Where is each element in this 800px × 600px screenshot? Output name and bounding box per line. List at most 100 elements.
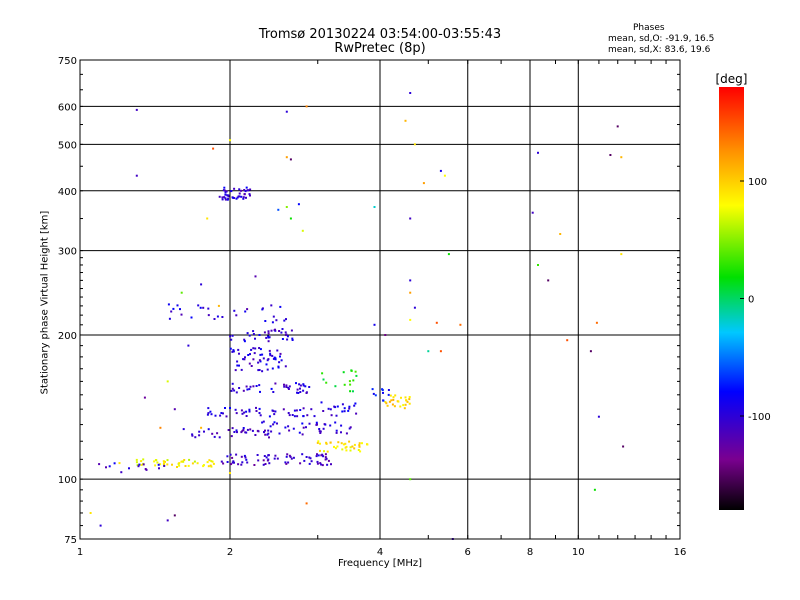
data-point xyxy=(284,426,287,429)
data-point xyxy=(271,409,274,412)
data-point xyxy=(166,380,169,383)
data-point xyxy=(183,459,186,461)
data-point xyxy=(229,453,232,456)
data-point xyxy=(211,432,214,435)
data-point xyxy=(326,450,329,453)
data-point xyxy=(245,385,248,388)
data-point xyxy=(305,426,307,429)
data-point xyxy=(404,119,407,122)
data-point xyxy=(182,428,185,431)
data-point xyxy=(335,414,338,417)
data-point xyxy=(223,196,226,199)
data-point xyxy=(252,385,255,388)
data-point xyxy=(341,448,344,451)
data-point xyxy=(162,463,165,465)
data-point xyxy=(271,321,274,324)
data-point xyxy=(345,449,348,452)
data-point xyxy=(240,195,243,198)
data-point xyxy=(349,383,352,386)
data-point xyxy=(262,357,265,360)
data-point xyxy=(547,279,550,282)
data-point xyxy=(358,445,361,448)
data-point xyxy=(142,463,145,466)
data-point xyxy=(235,453,238,456)
data-point xyxy=(245,186,248,189)
data-point xyxy=(243,411,246,414)
data-point xyxy=(271,354,274,357)
data-point xyxy=(272,423,275,426)
data-point xyxy=(184,465,187,467)
data-point xyxy=(180,460,183,463)
data-point xyxy=(179,308,181,311)
data-point xyxy=(266,368,269,371)
data-point xyxy=(288,385,291,388)
data-point xyxy=(297,203,300,206)
data-point xyxy=(230,190,233,193)
plot-frame xyxy=(79,59,681,540)
data-point xyxy=(229,347,232,350)
data-point xyxy=(325,441,328,444)
data-point xyxy=(171,463,173,466)
data-point xyxy=(296,415,299,418)
data-point xyxy=(159,426,162,429)
data-point xyxy=(393,405,396,408)
data-point xyxy=(259,348,262,351)
data-point xyxy=(305,456,308,458)
x-tick-label: 4 xyxy=(377,547,383,558)
data-point xyxy=(166,519,169,522)
colorbar-label: [deg] xyxy=(716,72,748,86)
data-point xyxy=(259,390,261,393)
data-point xyxy=(258,412,261,414)
data-point xyxy=(268,349,271,352)
data-point xyxy=(182,460,185,463)
y-tick-label: 750 xyxy=(58,56,77,67)
data-point xyxy=(309,457,312,460)
data-point xyxy=(308,386,311,388)
data-point xyxy=(241,412,244,415)
data-point xyxy=(207,307,210,310)
data-point xyxy=(340,442,343,445)
data-point xyxy=(334,421,337,424)
data-point xyxy=(265,336,268,339)
data-point xyxy=(289,158,292,161)
data-point xyxy=(361,442,363,445)
data-point xyxy=(280,359,283,362)
data-point xyxy=(135,108,138,111)
x-tick-label: 6 xyxy=(465,547,471,558)
data-point xyxy=(296,391,298,394)
data-point xyxy=(218,436,221,439)
data-point xyxy=(322,378,325,381)
data-point xyxy=(173,408,176,411)
data-point xyxy=(212,147,215,150)
data-point xyxy=(105,466,107,469)
data-point xyxy=(343,383,346,386)
data-point xyxy=(267,332,270,335)
x-tick-label: 16 xyxy=(674,547,687,558)
data-point xyxy=(284,365,287,368)
data-point xyxy=(210,413,213,416)
data-point xyxy=(355,374,358,377)
data-point xyxy=(234,408,237,411)
data-point xyxy=(274,454,277,457)
data-point xyxy=(284,334,287,336)
data-point xyxy=(210,460,213,463)
data-point xyxy=(236,431,238,434)
data-point xyxy=(352,390,354,393)
data-point xyxy=(293,415,296,418)
data-point xyxy=(258,359,261,362)
data-point xyxy=(240,463,243,466)
data-point xyxy=(226,194,229,197)
data-point xyxy=(108,465,111,468)
data-point xyxy=(166,459,169,462)
colorbar-gradient xyxy=(719,87,744,510)
data-point xyxy=(187,464,190,467)
data-point xyxy=(620,156,623,159)
data-point xyxy=(255,385,258,387)
data-point xyxy=(620,253,623,256)
data-point xyxy=(236,360,239,363)
y-tick-label: 200 xyxy=(58,331,77,342)
y-tick-label: 500 xyxy=(58,140,77,151)
data-point xyxy=(224,193,227,196)
data-point xyxy=(285,455,288,458)
data-point xyxy=(391,403,394,406)
